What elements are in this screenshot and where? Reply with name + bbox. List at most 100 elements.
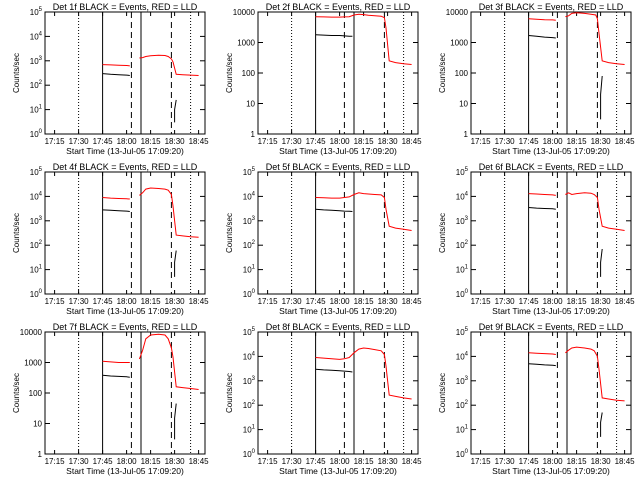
x-tick-label: 17:15 <box>471 137 492 146</box>
y-tick-label: 1000 <box>237 39 255 48</box>
lld-series-line <box>138 333 199 390</box>
x-tick-label: 17:15 <box>45 297 66 306</box>
x-tick-label: 18:30 <box>165 137 186 146</box>
y-tick-label: 101 <box>243 265 256 275</box>
x-tick-label: 17:30 <box>495 457 516 466</box>
panel-title: Det 5f BLACK = Events, RED = LLD <box>266 162 411 172</box>
x-tick-label: 17:15 <box>471 297 492 306</box>
y-tick-label: 103 <box>456 216 469 226</box>
panel-title: Det 1f BLACK = Events, RED = LLD <box>53 2 198 12</box>
y-tick-label: 103 <box>243 376 256 386</box>
plot-frame <box>44 11 206 135</box>
x-axis-label: Start Time (13-Jul-05 17:09:20) <box>66 146 184 156</box>
x-tick-label: 18:00 <box>543 297 564 306</box>
x-tick-label: 17:45 <box>93 457 114 466</box>
x-axis-label: Start Time (13-Jul-05 17:09:20) <box>492 146 610 156</box>
lld-series-line <box>315 192 412 231</box>
y-tick-label: 103 <box>456 376 469 386</box>
y-tick-label: 100 <box>455 69 469 78</box>
y-tick-label: 10000 <box>446 8 469 17</box>
y-axis-label: Counts/sec <box>12 373 21 413</box>
plot-frame <box>44 171 206 295</box>
x-axis-label: Start Time (13-Jul-05 17:09:20) <box>66 306 184 316</box>
y-tick-label: 1 <box>464 130 469 139</box>
x-tick-label: 18:30 <box>378 297 399 306</box>
y-tick-label: 100 <box>30 129 43 139</box>
x-tick-label: 17:15 <box>258 297 279 306</box>
y-tick-label: 102 <box>30 80 43 90</box>
x-tick-label: 18:00 <box>330 457 351 466</box>
x-tick-label: 18:45 <box>189 457 210 466</box>
y-axis-label: Counts/sec <box>438 213 447 253</box>
y-tick-label: 100 <box>456 289 469 299</box>
x-tick-label: 18:30 <box>591 297 612 306</box>
x-tick-label: 18:00 <box>543 137 564 146</box>
x-tick-label: 17:30 <box>69 297 90 306</box>
y-axis-label: Counts/sec <box>225 53 234 93</box>
y-tick-label: 103 <box>30 216 43 226</box>
x-tick-label: 18:15 <box>141 137 162 146</box>
lld-series-line <box>102 197 130 200</box>
y-tick-label: 105 <box>30 167 43 177</box>
y-tick-label: 105 <box>456 327 469 337</box>
x-tick-label: 18:00 <box>543 457 564 466</box>
y-tick-label: 1000 <box>24 359 42 368</box>
panel-title: Det 2f BLACK = Events, RED = LLD <box>266 2 411 12</box>
y-tick-label: 10000 <box>233 8 256 17</box>
x-tick-label: 18:45 <box>615 137 636 146</box>
x-tick-label: 18:30 <box>591 457 612 466</box>
plot-frame <box>470 11 632 135</box>
y-tick-label: 10 <box>459 100 468 109</box>
x-tick-label: 17:45 <box>306 297 327 306</box>
x-axis-label: Start Time (13-Jul-05 17:09:20) <box>279 466 397 476</box>
y-tick-label: 104 <box>456 191 469 201</box>
y-tick-label: 105 <box>30 7 43 17</box>
x-tick-label: 18:15 <box>567 457 588 466</box>
y-tick-label: 104 <box>30 31 43 41</box>
events-series-line <box>600 75 603 120</box>
x-tick-label: 18:00 <box>117 457 138 466</box>
y-axis-label: Counts/sec <box>438 53 447 93</box>
y-tick-label: 104 <box>30 191 43 201</box>
plot-frame <box>257 11 419 135</box>
x-tick-label: 18:45 <box>402 297 423 306</box>
x-tick-label: 17:15 <box>45 137 66 146</box>
x-tick-label: 17:30 <box>282 457 303 466</box>
y-axis-label: Counts/sec <box>438 373 447 413</box>
y-tick-label: 101 <box>30 105 43 115</box>
y-tick-label: 100 <box>243 289 256 299</box>
plot-frame <box>470 171 632 295</box>
lld-series-line <box>565 12 625 65</box>
x-tick-label: 18:30 <box>165 297 186 306</box>
x-tick-label: 18:15 <box>354 297 375 306</box>
x-tick-label: 17:45 <box>306 457 327 466</box>
y-tick-label: 102 <box>456 240 469 250</box>
x-tick-label: 17:45 <box>93 137 114 146</box>
panel-title: Det 8f BLACK = Events, RED = LLD <box>266 322 411 332</box>
y-tick-label: 100 <box>30 289 43 299</box>
x-tick-label: 18:15 <box>141 297 162 306</box>
x-tick-label: 18:15 <box>354 457 375 466</box>
x-axis-label: Start Time (13-Jul-05 17:09:20) <box>66 466 184 476</box>
lld-series-line <box>139 54 199 76</box>
y-axis-label: Counts/sec <box>225 373 234 413</box>
lld-series-line <box>102 64 130 67</box>
x-tick-label: 17:15 <box>258 457 279 466</box>
y-tick-label: 105 <box>243 327 256 337</box>
y-tick-label: 1000 <box>450 39 468 48</box>
x-tick-label: 18:30 <box>591 137 612 146</box>
events-series-line <box>600 248 603 277</box>
events-series-line <box>528 207 556 210</box>
events-series-line <box>174 99 177 123</box>
panel-title: Det 7f BLACK = Events, RED = LLD <box>53 322 198 332</box>
x-tick-label: 18:00 <box>330 297 351 306</box>
x-tick-label: 18:15 <box>567 137 588 146</box>
y-tick-label: 10 <box>33 420 42 429</box>
y-tick-label: 102 <box>243 400 256 410</box>
events-series-line <box>174 403 177 440</box>
y-tick-label: 10 <box>246 100 255 109</box>
y-tick-label: 100 <box>456 449 469 459</box>
x-axis-label: Start Time (13-Jul-05 17:09:20) <box>492 466 610 476</box>
